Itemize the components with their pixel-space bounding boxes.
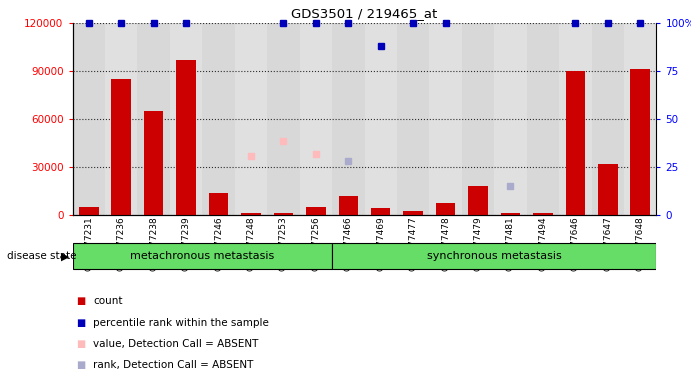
Text: count: count (93, 296, 123, 306)
Text: ■: ■ (76, 339, 85, 349)
Bar (332, 23, 365, 215)
Text: value, Detection Call = ABSENT: value, Detection Call = ABSENT (93, 339, 258, 349)
Bar (429, 23, 462, 215)
Bar (364, 23, 397, 215)
Title: GDS3501 / 219465_at: GDS3501 / 219465_at (292, 7, 437, 20)
Bar (591, 23, 624, 215)
Bar (144, 111, 163, 215)
Bar (267, 23, 300, 215)
Text: ■: ■ (76, 318, 85, 328)
Bar (274, 213, 293, 215)
Bar (436, 203, 455, 215)
Text: ▶: ▶ (61, 251, 69, 262)
Bar (235, 23, 267, 215)
Bar (111, 79, 131, 215)
Bar (339, 196, 358, 215)
Bar (176, 60, 196, 215)
Text: ■: ■ (76, 360, 85, 370)
Bar (73, 23, 105, 215)
Bar (397, 23, 429, 215)
Bar (170, 23, 202, 215)
Bar (501, 213, 520, 215)
Text: synchronous metastasis: synchronous metastasis (427, 251, 562, 262)
Bar (559, 23, 591, 215)
Text: ■: ■ (76, 296, 85, 306)
Bar (624, 23, 656, 215)
Bar (79, 207, 99, 215)
Text: rank, Detection Call = ABSENT: rank, Detection Call = ABSENT (93, 360, 254, 370)
Bar (630, 70, 650, 215)
Bar (527, 23, 559, 215)
Bar (105, 23, 138, 215)
Bar (300, 23, 332, 215)
Bar (209, 193, 228, 215)
Bar (566, 71, 585, 215)
Text: disease state: disease state (7, 251, 77, 262)
Bar (468, 186, 488, 215)
Bar (404, 211, 423, 215)
Bar (306, 207, 325, 215)
Bar (371, 208, 390, 215)
FancyBboxPatch shape (73, 243, 332, 269)
Bar (598, 164, 618, 215)
Bar (462, 23, 494, 215)
Bar (494, 23, 527, 215)
Bar (202, 23, 235, 215)
FancyBboxPatch shape (332, 243, 656, 269)
Text: percentile rank within the sample: percentile rank within the sample (93, 318, 269, 328)
Bar (241, 213, 261, 215)
Bar (533, 213, 553, 215)
Text: metachronous metastasis: metachronous metastasis (130, 251, 274, 262)
Bar (138, 23, 170, 215)
